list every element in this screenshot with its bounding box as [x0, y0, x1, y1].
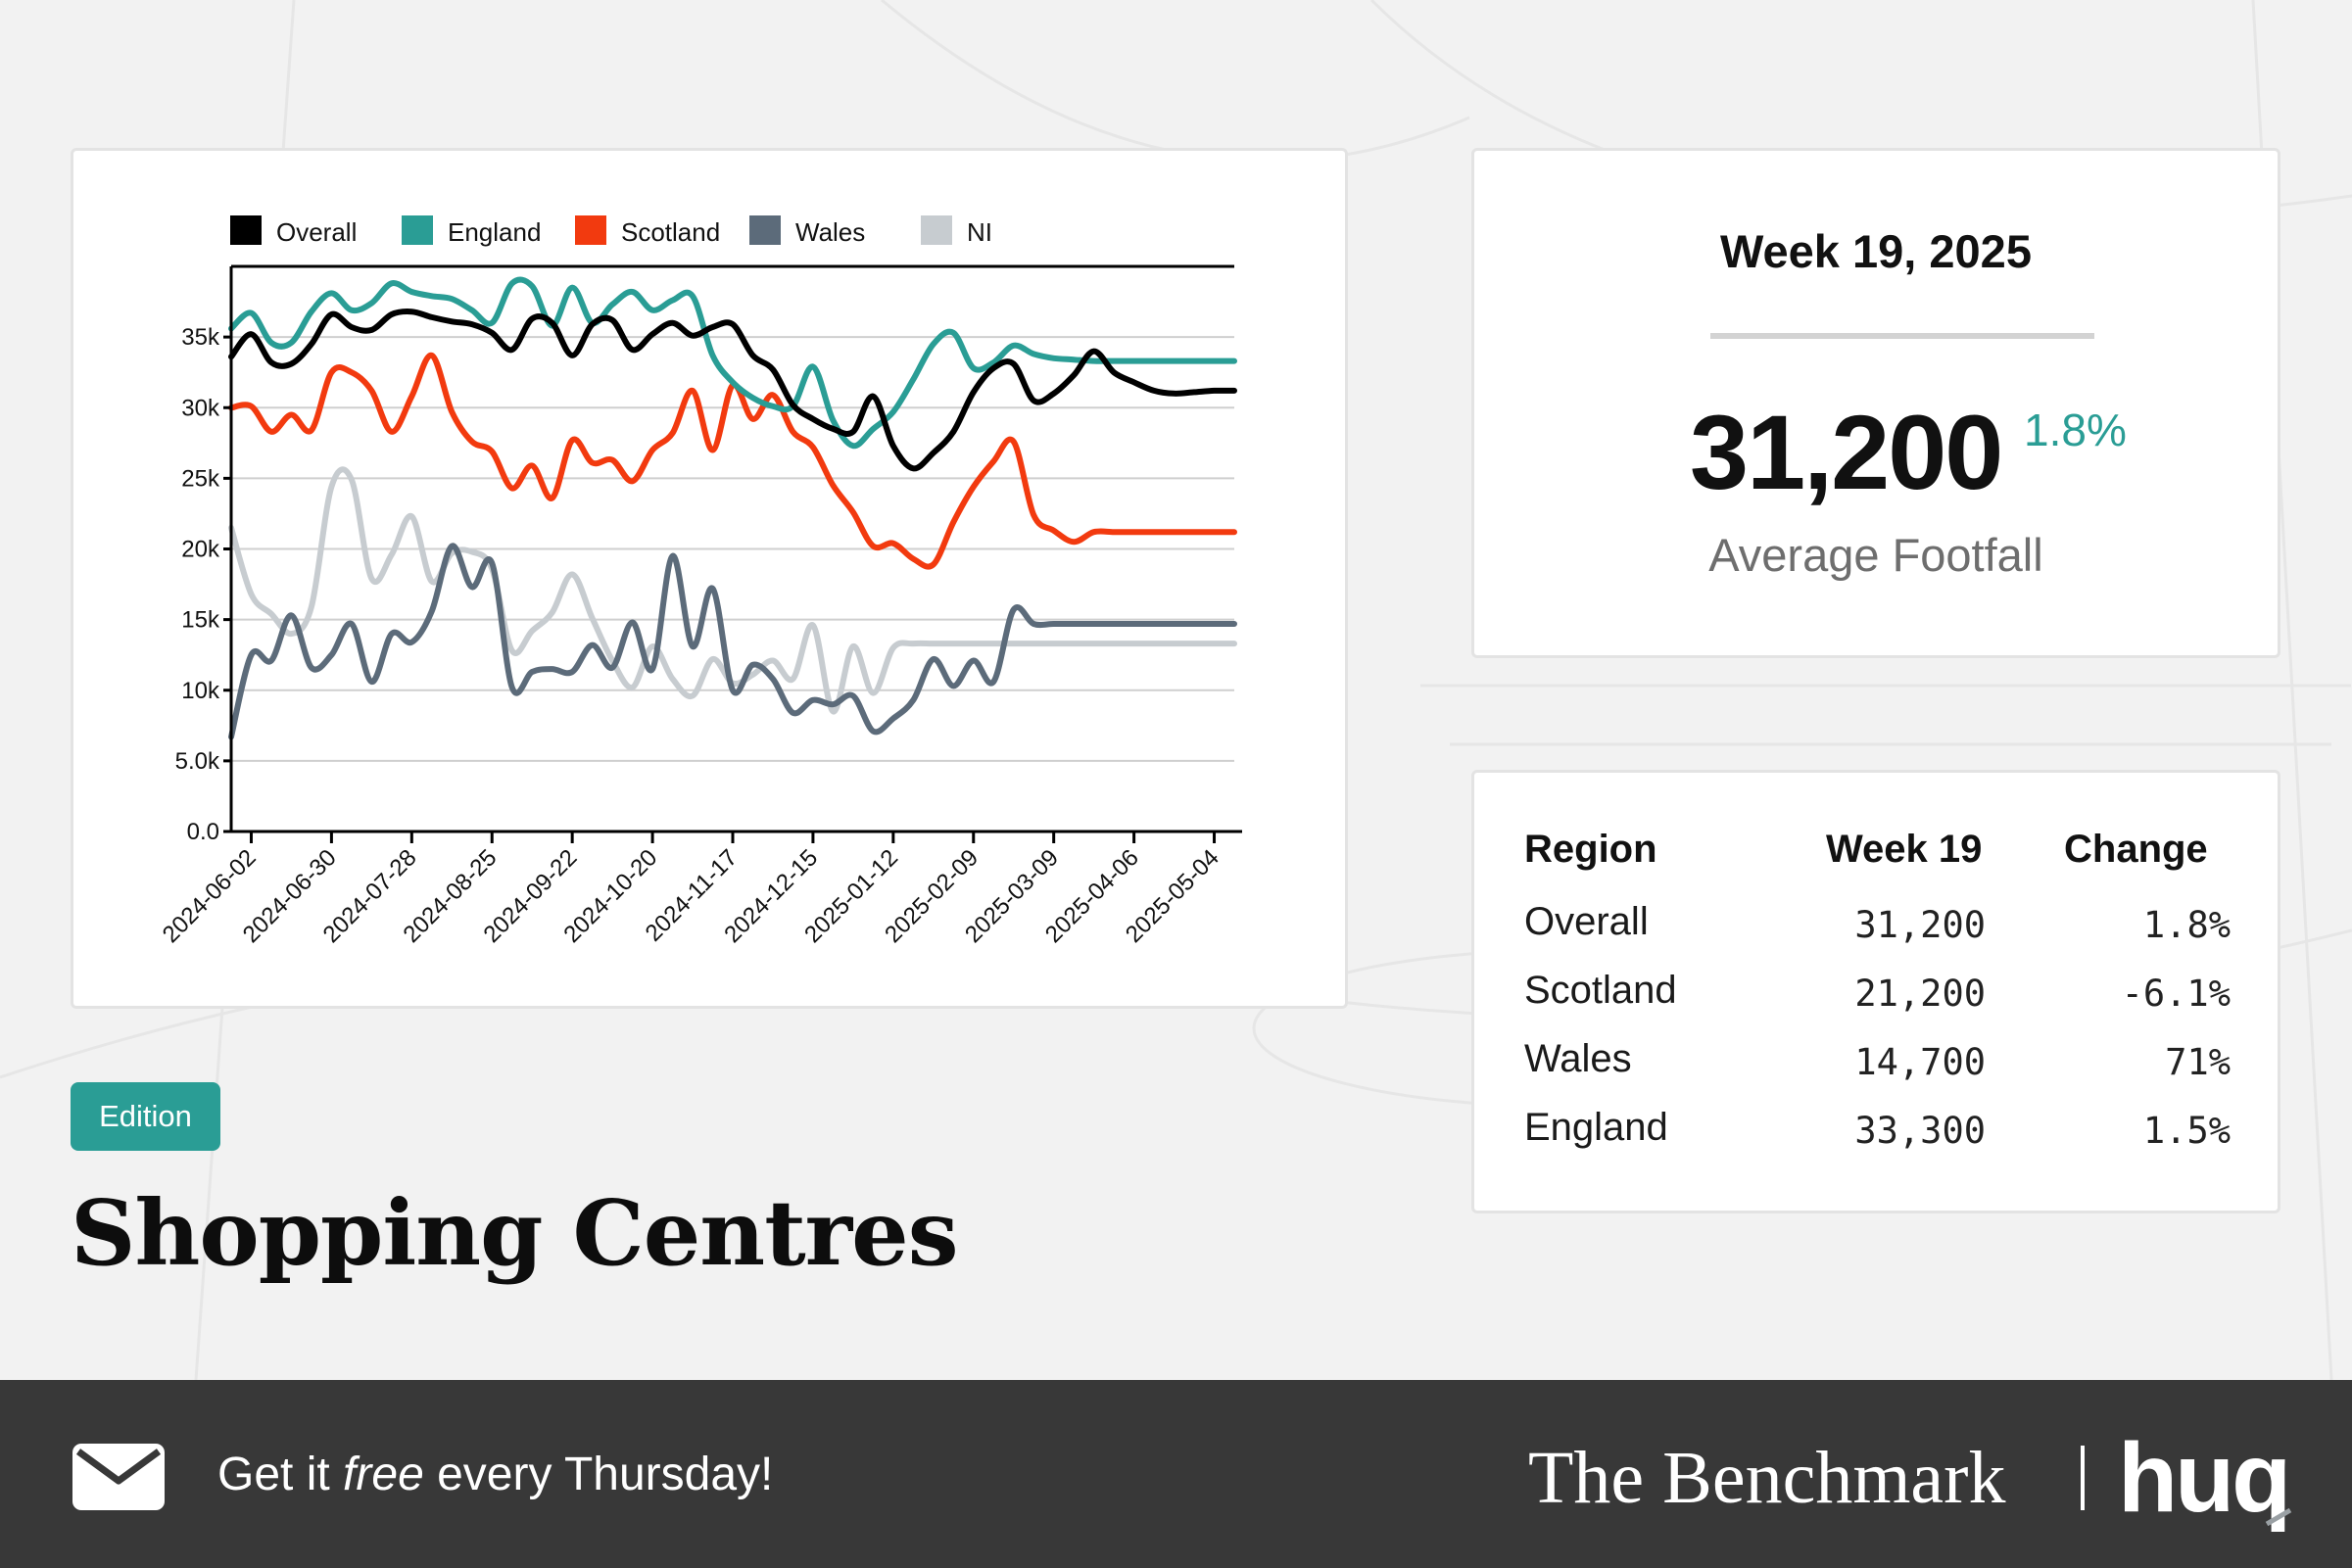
week-title: Week 19, 2025 [1720, 225, 2032, 277]
y-tick-label: 35k [181, 324, 220, 351]
legend-swatch-wales [749, 215, 781, 245]
edition-badge: Edition [71, 1082, 220, 1151]
newsletter-cta[interactable]: Get it free every Thursday! [217, 1448, 773, 1501]
legend-label-overall: Overall [276, 217, 357, 247]
legend-swatch-ni [921, 215, 952, 245]
series-line-wales [228, 543, 1237, 740]
row-change: 1.5% [2142, 1110, 2231, 1152]
series-line-scotland [228, 352, 1237, 570]
series-lines [228, 276, 1237, 740]
legend-label-wales: Wales [795, 217, 865, 247]
row-week-value: 33,300 [1854, 1110, 1986, 1152]
huq-logo: huq [2118, 1423, 2291, 1533]
y-tick-label: 5.0k [175, 748, 220, 775]
page-title: Shopping Centres [71, 1180, 958, 1286]
series-line-ni [228, 466, 1237, 715]
y-tick-label: 0.0 [187, 819, 219, 845]
legend-label-england: England [448, 217, 541, 247]
y-tick-label: 15k [181, 607, 220, 634]
region-table-card: Region Week 19 Change Overall 31,200 1.8… [1471, 770, 2280, 1213]
y-tick-label: 30k [181, 395, 220, 421]
footer-bar [0, 1380, 2352, 1568]
title-divider [1710, 333, 2094, 339]
row-week-value: 31,200 [1854, 904, 1986, 946]
cta-suffix: every Thursday! [423, 1449, 774, 1500]
summary-card: Week 19, 2025 31,200 1.8% Average Footfa… [1471, 148, 2280, 658]
average-footfall-value: 31,200 [1690, 393, 2003, 511]
row-region: England [1524, 1106, 1668, 1149]
brand-name: The Benchmark [1528, 1437, 2006, 1519]
footfall-line-chart: 0.05.0k10k15k20k25k30k35k2024-06-022024-… [158, 215, 1242, 948]
legend: Overall England Scotland Wales NI [230, 215, 992, 247]
cta-prefix: Get it [217, 1449, 344, 1500]
series-line-england [228, 276, 1237, 450]
legend-swatch-england [402, 215, 433, 245]
legend-swatch-overall [230, 215, 262, 245]
logo-tick-icon [2265, 1507, 2292, 1526]
column-header-change: Change [2064, 828, 2208, 871]
cta-emphasis: free [343, 1449, 424, 1500]
series-line-overall [228, 308, 1237, 472]
column-header-week: Week 19 [1826, 828, 1983, 871]
gridlines [231, 336, 1234, 762]
average-footfall-change: 1.8% [2024, 404, 2127, 455]
row-region: Scotland [1524, 969, 1677, 1012]
envelope-icon[interactable] [71, 1442, 167, 1512]
legend-label-ni: NI [967, 217, 992, 247]
chart-card: 0.0 5.0k 10k 15k 20k 25k 30k 35k 2024-06-02 2024-… [71, 148, 1348, 1009]
legend-swatch-scotland [575, 215, 606, 245]
row-change: -6.1% [2121, 973, 2231, 1015]
average-footfall-label: Average Footfall [1708, 529, 2043, 581]
row-region: Overall [1524, 900, 1649, 943]
legend-label-scotland: Scotland [621, 217, 720, 247]
column-header-region: Region [1524, 828, 1657, 871]
row-region: Wales [1524, 1037, 1632, 1080]
y-tick-label: 20k [181, 537, 220, 563]
row-change: 71% [2165, 1041, 2231, 1083]
y-tick-label: 25k [181, 465, 220, 492]
row-week-value: 14,700 [1854, 1041, 1986, 1083]
row-change: 1.8% [2142, 904, 2231, 946]
y-tick-label: 10k [181, 678, 220, 704]
row-week-value: 21,200 [1854, 973, 1986, 1015]
brand-separator [2081, 1446, 2085, 1510]
